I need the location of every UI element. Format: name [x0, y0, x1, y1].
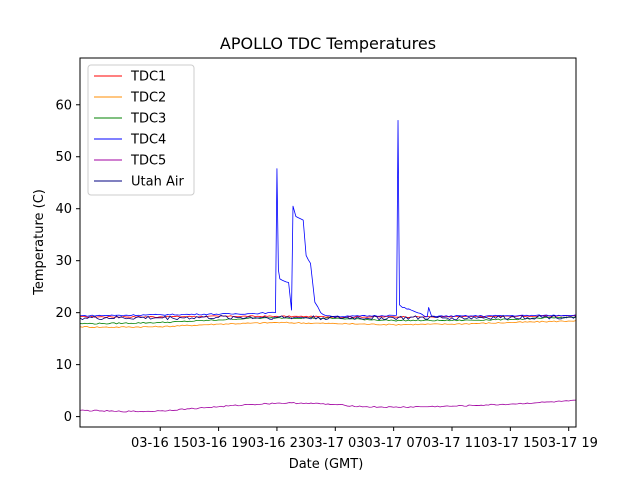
x-axis: 03-16 15 03-16 19 03-16 23 03-17 03 03-17 07… [131, 427, 598, 451]
series-line-tdc5 [80, 399, 576, 413]
y-tick-label: 10 [55, 358, 72, 373]
y-tick-label: 50 [55, 150, 72, 165]
series-line-tdc2 [80, 320, 576, 328]
y-axis: 0 10 20 30 40 50 60 [55, 98, 80, 425]
y-tick-label: 60 [55, 98, 72, 113]
legend-label: Utah Air [131, 175, 184, 190]
y-tick-label: 40 [55, 202, 72, 217]
x-tick-label: 03-17 15 [481, 436, 539, 451]
x-tick-label: 03-17 07 [364, 436, 422, 451]
series-line-tdc4 [80, 119, 576, 318]
legend: TDC1 TDC2 TDC3 TDC4 TDC5 Utah Air [87, 64, 195, 196]
y-axis-title: Temperature (C) [32, 189, 47, 296]
y-tick-label: 30 [55, 254, 72, 269]
x-tick-label: 03-16 23 [248, 436, 306, 451]
plot-frame [79, 57, 577, 428]
legend-label: TDC5 [130, 154, 166, 169]
legend-label: TDC2 [130, 91, 166, 106]
legend-box [87, 64, 195, 196]
x-tick-label: 03-16 19 [189, 436, 247, 451]
x-tick-label: 03-17 03 [306, 436, 364, 451]
legend-label: TDC4 [130, 133, 166, 148]
legend-label: TDC3 [130, 112, 166, 127]
x-tick-label: 03-16 15 [131, 436, 189, 451]
series-layer [80, 119, 576, 413]
y-tick-label: 0 [64, 410, 72, 425]
x-axis-title: Date (GMT) [289, 457, 364, 472]
y-tick-label: 20 [55, 306, 72, 321]
chart-title: APOLLO TDC Temperatures [220, 34, 436, 53]
x-tick-label: 03-17 11 [423, 436, 481, 451]
series-line-utah-air [80, 314, 576, 321]
legend-label: TDC1 [130, 70, 166, 85]
x-tick-label: 03-17 19 [539, 436, 597, 451]
